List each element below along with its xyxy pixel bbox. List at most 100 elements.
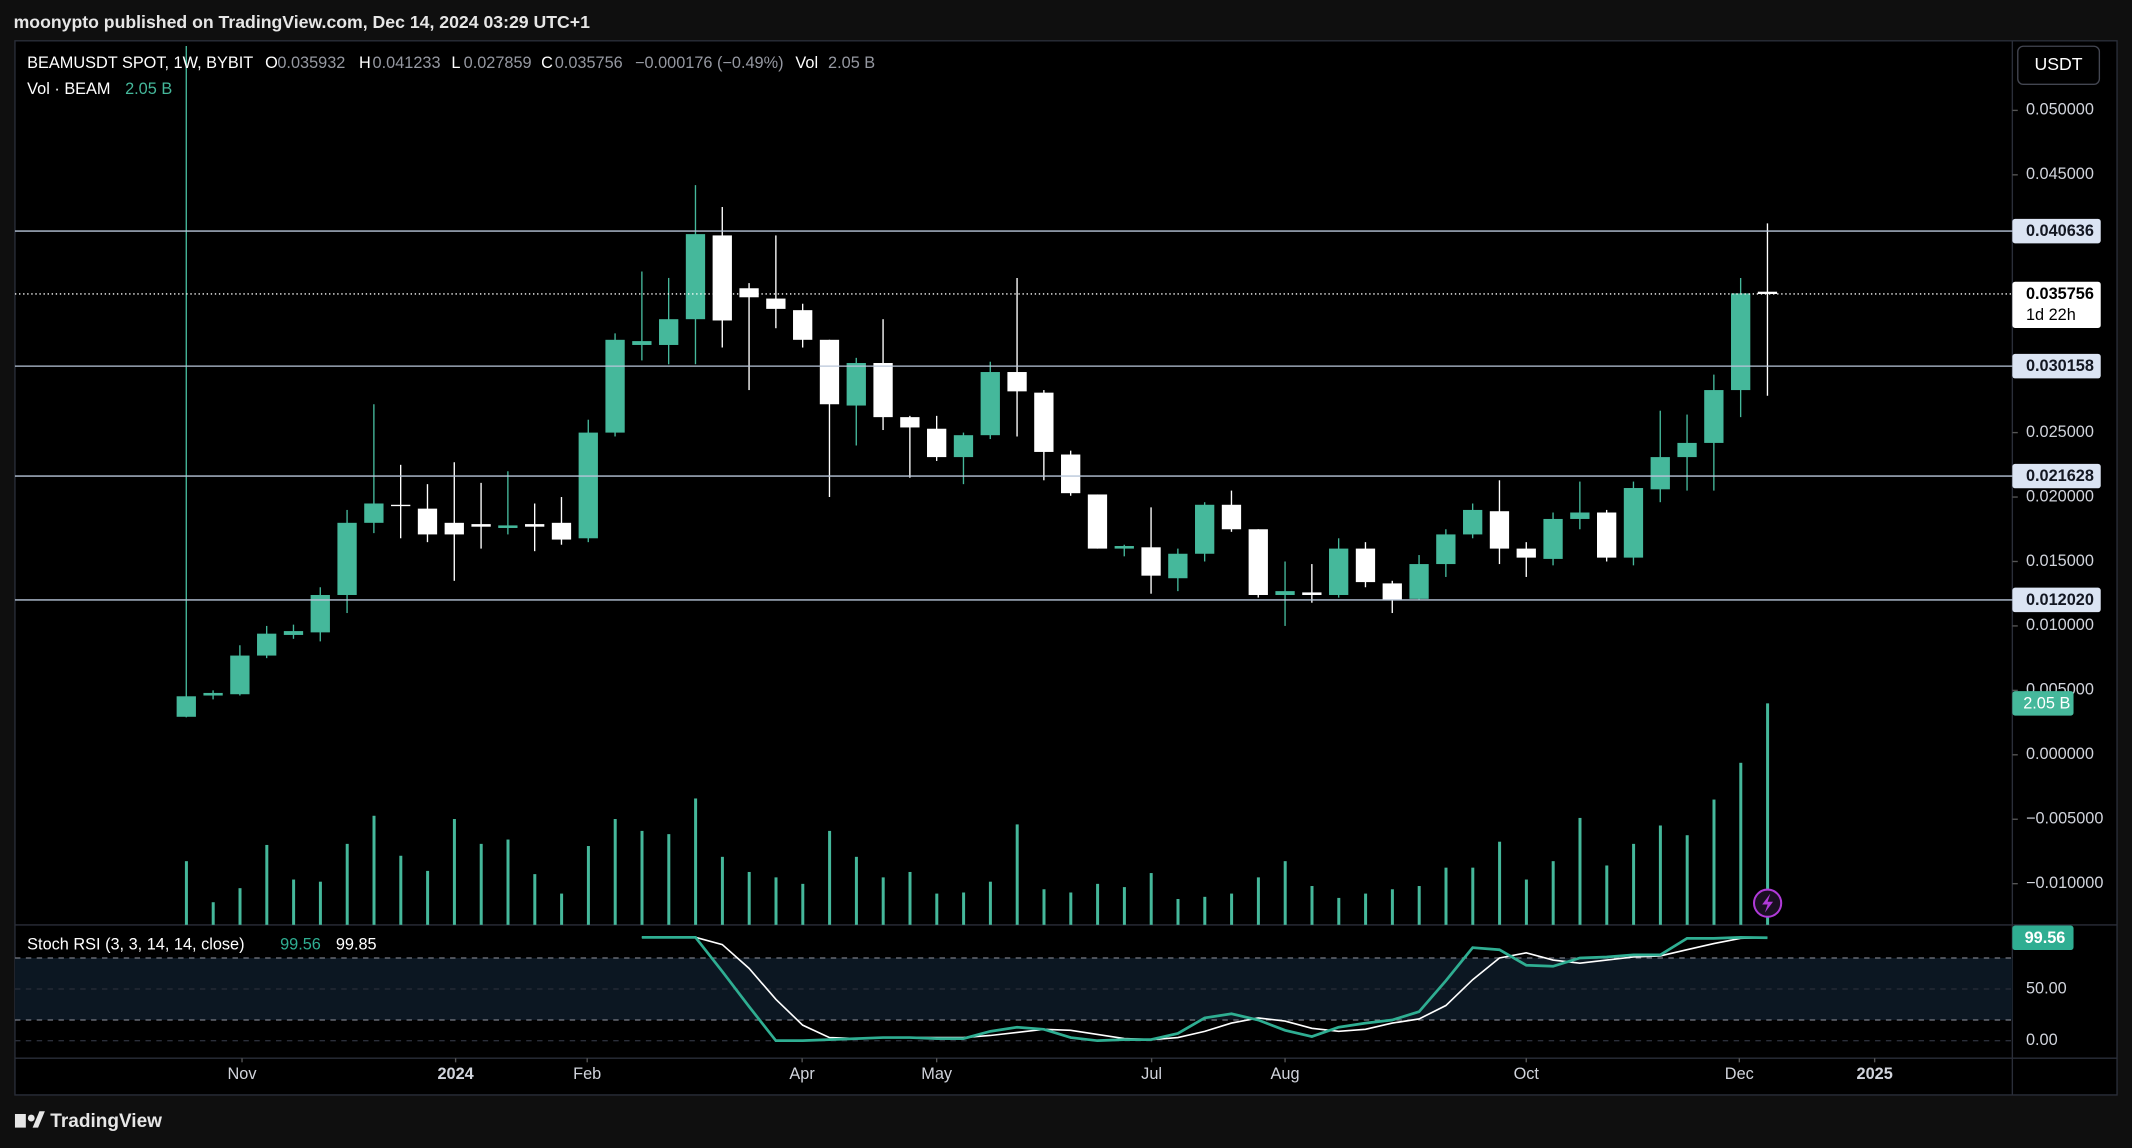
candle-body (444, 522, 464, 535)
volume-bar (345, 843, 349, 925)
candle-body (283, 631, 304, 635)
y-tick-label: 0.045000 (2026, 165, 2094, 183)
volume-bar (694, 798, 698, 925)
legend-l: L (451, 54, 460, 72)
volume-bar (1310, 886, 1314, 925)
candle-body (900, 417, 920, 428)
volume-bar (1203, 896, 1207, 925)
candle-body (1650, 457, 1670, 490)
candle-body (793, 310, 813, 340)
x-tick-label: Nov (228, 1065, 258, 1083)
candle-body (1248, 529, 1268, 595)
candle-body (1489, 511, 1510, 549)
volume-bar (908, 871, 912, 925)
stoch-title: Stoch RSI (3, 3, 14, 14, close) (27, 936, 244, 954)
level-tag (2012, 587, 2101, 613)
level-tag (2012, 353, 2101, 379)
last-price-label: 0.035756 (2026, 285, 2094, 303)
x-tick-label: Aug (1271, 1065, 1300, 1083)
volume-bar (1364, 893, 1368, 925)
volume-bar (184, 861, 188, 925)
candle-body (1329, 548, 1349, 595)
volume-bar (613, 819, 617, 925)
candle-body (980, 372, 1000, 436)
volume-bar (1524, 879, 1528, 925)
volume-bar (747, 871, 751, 925)
candle-body (578, 432, 598, 539)
candle-body (1463, 509, 1483, 535)
candle-body (230, 655, 250, 695)
candle-body (1114, 546, 1134, 549)
volume-bar (1042, 889, 1046, 925)
volume-bar (881, 877, 885, 925)
currency-label[interactable]: USDT (2035, 54, 2083, 74)
currency-button[interactable] (2017, 45, 2101, 86)
stoch-d-value: 99.85 (336, 936, 377, 954)
stoch-tick-label: 50.00 (2026, 979, 2067, 997)
legend-low: 0.027859 (464, 54, 532, 72)
volume-bar (854, 856, 858, 925)
volume-bar (1498, 841, 1502, 925)
x-tick-label: Oct (1514, 1065, 1540, 1083)
volume-bar (586, 846, 590, 925)
y-tick-label: −0.005000 (2026, 810, 2103, 828)
candle-body (659, 319, 679, 345)
candle-body (471, 524, 491, 527)
y-tick-label: 0.050000 (2026, 101, 2094, 119)
footer-brand: TradingView (50, 1111, 162, 1132)
candle-body (525, 524, 545, 527)
candle-body (927, 428, 947, 458)
legend: BEAMUSDT SPOT, 1W, BYBIT O 0.035932 H 0.… (27, 54, 875, 953)
volume-bar (988, 881, 992, 925)
legend-h: H (359, 54, 371, 72)
legend-high: 0.041233 (373, 54, 441, 72)
countdown: 1d 22h (2026, 306, 2076, 324)
candle-body (1757, 291, 1778, 294)
candle-body (1034, 392, 1054, 452)
candle-body (1543, 518, 1563, 559)
x-tick-label: 2024 (437, 1065, 473, 1083)
legend-change: −0.000176 (−0.49%) (635, 54, 784, 72)
candle-body (257, 633, 277, 656)
stoch-d-line (641, 936, 1768, 1041)
candle-body (176, 696, 196, 717)
y-tick-label: 0.020000 (2026, 487, 2094, 505)
volume-bar (399, 855, 403, 925)
candle-body (766, 298, 786, 309)
volume-bar (1256, 877, 1260, 925)
candle-body (1677, 442, 1697, 458)
candle-body (1409, 564, 1429, 599)
volume-bar (1122, 887, 1126, 925)
volume-bar (774, 877, 778, 925)
legend-c: C (541, 54, 553, 72)
volume-bar (1096, 883, 1100, 925)
volume-legend-value: 2.05 B (125, 80, 172, 98)
candle-body (417, 508, 438, 535)
volume-bar (1069, 892, 1073, 925)
volume-bar (265, 844, 269, 925)
x-tick-label: Dec (1725, 1065, 1754, 1083)
volume-bar (292, 879, 296, 925)
candle-body (873, 363, 893, 418)
candle-body (1623, 488, 1644, 558)
candle-body (1597, 512, 1617, 558)
legend-close: 0.035756 (555, 54, 623, 72)
volume-bar (1739, 762, 1743, 925)
symbol: BEAMUSDT SPOT, 1W, BYBIT (27, 54, 253, 72)
candle-body (1731, 293, 1751, 391)
publisher: moonypto published on TradingView.com, D… (14, 12, 591, 32)
volume-bar (1230, 893, 1234, 925)
candle-body (391, 504, 411, 507)
candle-body (1141, 547, 1161, 576)
x-tick-label: Apr (789, 1065, 815, 1083)
legend-open: 0.035932 (277, 54, 345, 72)
candle-body (739, 288, 759, 298)
candle-body (1516, 548, 1536, 558)
volume-bar (828, 830, 832, 925)
volume-bar (1149, 873, 1153, 925)
level-label: 0.030158 (2026, 357, 2094, 375)
volume-bar (935, 893, 939, 925)
y-tick-label: 0.010000 (2026, 616, 2094, 634)
volume-bar (1578, 817, 1582, 925)
